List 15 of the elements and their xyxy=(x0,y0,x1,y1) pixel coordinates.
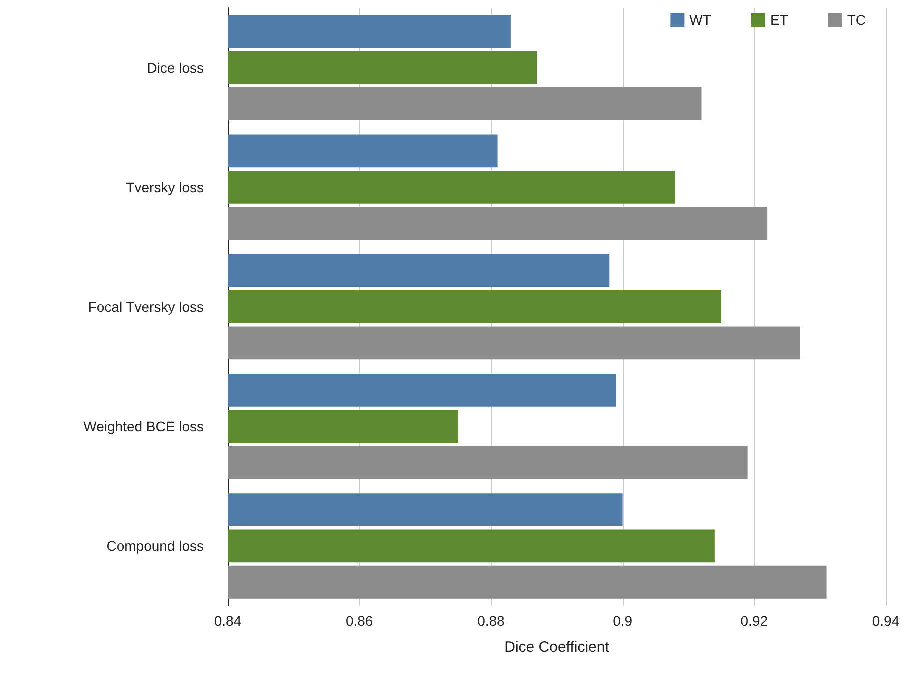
x-tick-label: 0.84 xyxy=(214,613,242,629)
legend-label: TC xyxy=(847,12,866,28)
y-tick-label: Dice loss xyxy=(147,60,204,76)
x-tick-label: 0.88 xyxy=(478,613,506,629)
legend-label: ET xyxy=(770,12,789,28)
x-axis-title: Dice Coefficient xyxy=(504,639,610,656)
x-tick-label: 0.86 xyxy=(346,613,374,629)
x-tick-label: 0.9 xyxy=(613,613,633,629)
x-tick-label: 0.92 xyxy=(740,613,768,629)
y-tick-label: Weighted BCE loss xyxy=(84,418,204,435)
legend-label: WT xyxy=(690,12,712,28)
y-tick-label: Focal Tversky loss xyxy=(88,299,204,315)
y-tick-label: Compound loss xyxy=(106,538,204,554)
y-tick-label: Tversky loss xyxy=(126,179,204,196)
x-tick-label: 0.94 xyxy=(872,613,900,629)
